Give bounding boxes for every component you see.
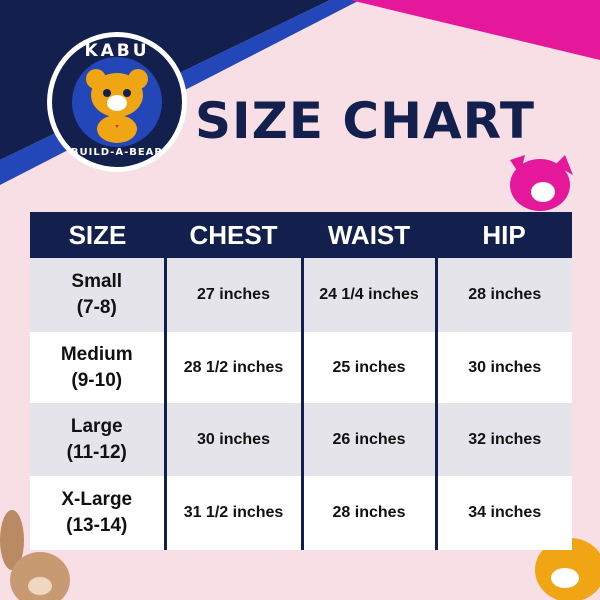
waist-cell: 25 inches	[300, 332, 436, 403]
chest-cell: 30 inches	[163, 403, 302, 476]
hip-cell: 32 inches	[434, 403, 572, 476]
size-chart-table: SIZE CHEST WAIST HIP Small (7-8) 27 inche…	[30, 212, 572, 550]
hip-cell: 28 inches	[434, 258, 572, 332]
header-chest: CHEST	[165, 212, 302, 258]
bear-mascot-icon	[86, 69, 148, 143]
waist-cell: 28 inches	[300, 476, 436, 550]
table-row: Medium (9-10) 28 1/2 inches 25 inches 30 …	[30, 332, 572, 403]
page-title: SIZE CHART	[195, 92, 536, 150]
hip-cell: 30 inches	[434, 332, 572, 403]
kabu-logo: KABU BUILD-A-BEAR	[47, 32, 187, 172]
size-cell: Small (7-8)	[30, 258, 165, 332]
waist-cell: 24 1/4 inches	[300, 258, 436, 332]
header-waist: WAIST	[302, 212, 436, 258]
chest-cell: 31 1/2 inches	[163, 476, 302, 550]
magenta-corner	[350, 0, 600, 60]
header-hip: HIP	[436, 212, 572, 258]
chest-cell: 27 inches	[163, 258, 302, 332]
header-size: SIZE	[30, 212, 165, 258]
bunny-character-icon	[0, 510, 70, 600]
size-cell: X-Large (13-14)	[30, 476, 165, 550]
chest-cell: 28 1/2 inches	[163, 332, 302, 403]
table-row: Large (11-12) 30 inches 26 inches 32 inch…	[30, 403, 572, 476]
size-cell: Medium (9-10)	[30, 332, 165, 403]
hip-cell: 34 inches	[434, 476, 572, 550]
pink-cat-character-icon	[510, 155, 573, 211]
table-row: X-Large (13-14) 31 1/2 inches 28 inches 3…	[30, 476, 572, 550]
size-cell: Large (11-12)	[30, 403, 165, 476]
table-row: Small (7-8) 27 inches 24 1/4 inches 28 in…	[30, 258, 572, 332]
table-header-row: SIZE CHEST WAIST HIP	[30, 212, 572, 258]
waist-cell: 26 inches	[300, 403, 436, 476]
